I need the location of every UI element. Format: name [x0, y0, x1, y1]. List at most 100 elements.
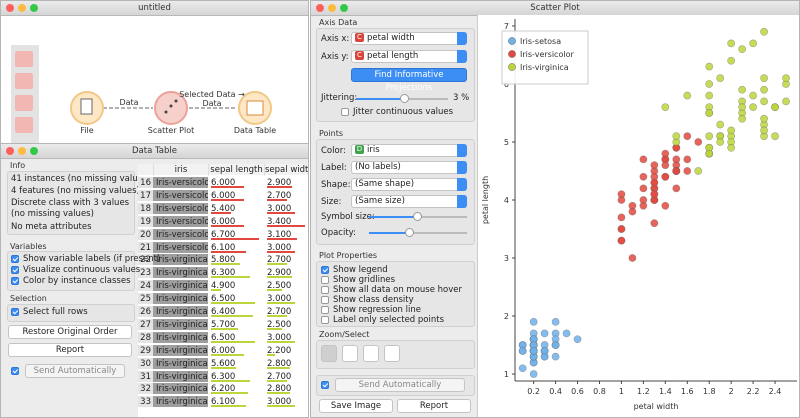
zoom-tool[interactable] — [363, 345, 379, 362]
send-automatically-button[interactable]: Send Automatically — [25, 364, 125, 378]
point — [562, 329, 571, 338]
point — [672, 132, 681, 141]
value-bar — [267, 392, 290, 395]
x-tick-label: 0.6 — [571, 387, 584, 396]
checkbox[interactable] — [11, 308, 19, 316]
column-header[interactable]: iris — [153, 164, 208, 176]
zoom-button[interactable] — [30, 4, 38, 12]
reset-zoom-tool[interactable] — [384, 345, 400, 362]
options-box — [7, 251, 135, 291]
close-button[interactable] — [6, 147, 14, 155]
symbol-size-slider[interactable] — [369, 212, 467, 221]
checkbox[interactable] — [321, 296, 329, 304]
combobox[interactable]: (No labels) — [351, 161, 467, 174]
checkbox[interactable] — [341, 108, 349, 116]
jitter-slider[interactable] — [356, 94, 448, 103]
restore-order-button[interactable]: Restore Original Order — [8, 325, 132, 339]
node-scatter-plot[interactable] — [154, 91, 188, 125]
point — [705, 62, 714, 71]
point — [738, 103, 747, 112]
select-tool[interactable] — [321, 345, 337, 362]
checkbox[interactable] — [11, 255, 19, 263]
checkbox-label: Show variable labels (if present) — [23, 254, 161, 264]
point — [738, 114, 747, 123]
checkbox[interactable] — [321, 276, 329, 284]
column-header[interactable]: sepal width — [264, 164, 309, 176]
field-label: Label: — [321, 163, 347, 173]
section-heading: Zoom/Select — [319, 330, 370, 339]
checkbox[interactable] — [321, 286, 329, 294]
point — [617, 225, 626, 233]
find-projections-button[interactable]: Find Informative Projections — [351, 68, 467, 93]
minimize-button[interactable] — [18, 4, 26, 12]
x-tick-label: 2 — [729, 387, 734, 396]
checkbox[interactable] — [321, 266, 329, 274]
field-label: Color: — [321, 146, 346, 156]
point — [661, 161, 670, 170]
value-bar — [211, 237, 259, 240]
combo-value: petal width — [367, 33, 415, 43]
minimize-button[interactable] — [18, 147, 26, 155]
column-header[interactable]: sepal length — [208, 164, 264, 176]
cell: 4.900 — [208, 280, 264, 293]
y-axis-title: petal length — [481, 176, 490, 224]
row-number: 17 — [138, 189, 153, 202]
checkbox-label: Show legend — [333, 265, 388, 275]
zoom-button[interactable] — [340, 4, 348, 12]
checkbox[interactable] — [321, 316, 329, 324]
value-bar — [211, 405, 247, 408]
cell: Iris-virginica — [153, 396, 208, 409]
checkbox[interactable] — [321, 381, 329, 389]
title-bar: untitled — [1, 1, 308, 16]
combo-value: (No labels) — [355, 162, 401, 172]
minimize-button[interactable] — [328, 4, 336, 12]
point — [727, 126, 736, 135]
report-button[interactable]: Report — [8, 343, 132, 357]
point — [738, 85, 747, 94]
combobox[interactable]: (Same shape) — [351, 178, 467, 191]
point — [661, 201, 670, 210]
pan-tool[interactable] — [342, 345, 358, 362]
x-tick-label: 1 — [619, 387, 624, 396]
report-button[interactable]: Report — [397, 399, 471, 413]
tool-icon[interactable] — [15, 51, 33, 67]
row-number: 28 — [138, 331, 153, 344]
point — [672, 155, 681, 164]
point — [683, 132, 692, 141]
point — [639, 155, 648, 164]
point — [540, 346, 549, 355]
value-bar — [211, 315, 253, 317]
tool-icon[interactable] — [15, 117, 33, 133]
row-number: 16 — [138, 177, 153, 189]
zoom-button[interactable] — [30, 147, 38, 155]
x-tick-label: 0.8 — [593, 387, 606, 396]
checkbox[interactable] — [11, 266, 19, 274]
value-bar — [211, 340, 255, 343]
combo-value: (Same size) — [355, 196, 405, 206]
close-button[interactable] — [6, 4, 14, 12]
save-image-button[interactable]: Save Image — [319, 399, 393, 413]
point — [639, 196, 648, 204]
opacity-slider[interactable] — [369, 228, 467, 237]
point — [694, 167, 703, 175]
checkbox[interactable] — [11, 277, 19, 285]
combobox[interactable]: (Same size) — [351, 195, 467, 208]
row-number: 30 — [138, 357, 153, 370]
checkbox[interactable] — [321, 306, 329, 314]
point — [694, 138, 703, 146]
value-bar — [267, 353, 275, 356]
tool-icon[interactable] — [15, 95, 33, 111]
checkbox-label: Visualize continuous values — [23, 265, 141, 275]
checkbox[interactable] — [11, 367, 19, 375]
row-number: 22 — [138, 254, 153, 267]
point — [628, 207, 637, 216]
cell: Iris-virginica — [153, 383, 208, 396]
send-automatically-button[interactable]: Send Automatically — [335, 378, 465, 392]
close-button[interactable] — [316, 4, 324, 12]
point — [650, 219, 659, 228]
row-number: 33 — [138, 396, 153, 409]
tool-icon[interactable] — [15, 73, 33, 89]
